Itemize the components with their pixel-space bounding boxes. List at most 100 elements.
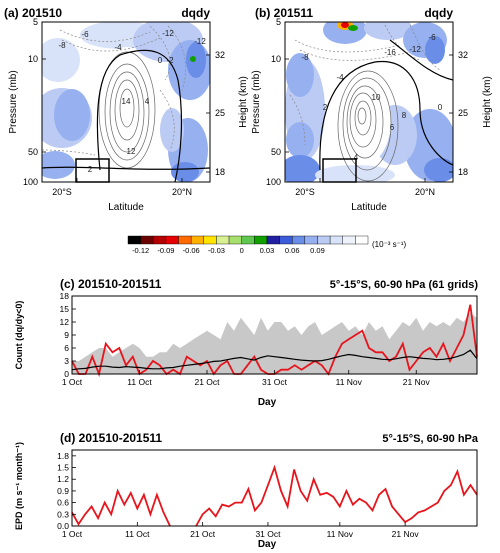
panel-a-xtick: 20°N [172,187,192,197]
panel-a-ticks [42,21,210,183]
panel-d-title: (d) 201510-201511 [60,431,162,445]
panel-b-title: (b) 201511 [255,6,313,20]
panel-c-plot: 0 3 6 9 12 15 18 1 Oct 11 Oct 21 Oct 31 Oct 11 Nov 2… [60,291,478,387]
panel-b-xtick: 20°N [415,187,435,197]
panel-b-variable: dqdy [424,6,453,20]
colorbar-swatch [254,235,268,245]
ytick-right-label: 25 [458,108,468,118]
ytick-label: 0 [64,369,69,379]
colorbar: -0.12 -0.09 -0.06 -0.03 0 0.03 0.06 0.09 [127,235,369,255]
colorbar-swatch [304,235,318,245]
panel-c-ylabel: Count (dq/dy<0) [14,301,24,370]
colorbar-tick-label: 0 [240,246,244,255]
ytick-label: 18 [60,291,70,301]
xtick-label: 11 Oct [127,377,152,387]
contour-label: 14 [122,97,131,106]
colorbar-tick-label: 0.06 [285,246,300,255]
ytick-label: 1.5 [57,463,69,473]
colorbar-swatch [165,235,179,245]
colorbar-swatch [241,235,255,245]
xtick-label: 31 Oct [255,529,281,539]
ytick-right-label: 18 [458,167,468,177]
contour-label: -2 [166,56,174,65]
contour-label: -4 [336,73,344,82]
panel-d: (d) 201510-201511 5°-15°S, 60-90 hPa 0.0… [14,431,479,550]
contour-label: 10 [372,93,381,102]
ytick-label: 12 [60,317,70,327]
contour-label: 2 [323,103,328,112]
colorbar-tick-label: 0.09 [310,246,325,255]
ytick-right-label: 32 [458,50,468,60]
contour-label: 0 [438,103,443,112]
xtick-label: 21 Oct [194,377,220,387]
colorbar-swatch [355,235,369,245]
panel-a-ylabel: Pressure (mb) [8,70,19,133]
contour-label: -6 [81,30,89,39]
panel-a-ylabel-right: Height (km) [238,76,249,128]
xtick-label: 21 Nov [403,377,431,387]
contour-label: 0 [158,56,163,65]
contour-label: 2 [88,165,93,174]
ytick-label: 10 [28,54,38,64]
panel-b-contour-labels: -16 -12 -6 -4 2 10 6 4 8 0 -8 [301,33,442,162]
ytick-label: 0.6 [57,498,69,508]
series-line [71,464,478,527]
ytick-label: 5 [33,17,38,27]
xtick-label: 11 Nov [336,377,363,387]
ytick-label: 10 [271,54,281,64]
series-area [72,313,477,374]
panel-c-title: (c) 201510-201511 [60,277,162,291]
contour-label: 4 [354,153,359,162]
xtick-label: 21 Nov [392,529,420,539]
panel-a-contours [42,25,210,182]
ytick-label: 1.2 [57,474,69,484]
colorbar-swatch [216,235,230,245]
xtick-label: 1 Oct [62,529,83,539]
colorbar-tick-label: -0.06 [183,246,200,255]
colorbar-swatch [203,235,217,245]
contour-label: 6 [390,123,395,132]
colorbar-swatch [342,235,356,245]
panel-b-xtick: 20°S [295,187,315,197]
panel-b-ylabel-right: Height (km) [482,76,493,128]
panel-c-region: 5°-15°S, 60-90 hPa (61 grids) [330,279,479,291]
colorbar-tick-label: -0.12 [132,246,149,255]
colorbar-swatch [329,235,343,245]
panel-a-variable: dqdy [181,6,210,20]
panel-a-xlabel: Latitude [108,202,144,213]
colorbar-swatch [228,235,242,245]
ytick-label: 3 [64,356,69,366]
xtick-label: 1 Oct [62,377,83,387]
ytick-label: 9 [64,330,69,340]
contour-label: 12 [127,147,136,156]
contour-label: 4 [145,97,150,106]
ytick-label: 0.3 [57,509,69,519]
panel-d-plot: 0.0 0.30.6 0.9 1.21.5 1.8 1 Oct 11 Oct 21 Oct 31… [57,449,478,539]
colorbar-swatch [266,235,280,245]
panel-d-ylabel: EPD (m s⁻¹ month⁻¹) [14,442,24,530]
colorbar-swatch [279,235,293,245]
colorbar-swatch [317,235,331,245]
ytick-label: 0.9 [57,486,69,496]
contour-label: -4 [114,43,122,52]
colorbar-unit: (10⁻³ s⁻¹) [372,240,407,249]
colorbar-swatch [127,235,141,245]
panel-b-yticks-right: 32 25 18 [458,50,468,177]
xtick-label: 21 Oct [190,529,216,539]
colorbar-swatch [178,235,192,245]
panel-b-ticks [285,21,453,183]
ytick-label: 15 [60,304,70,314]
panel-b-contours [289,24,453,182]
colorbar-tick-label: -0.09 [157,246,174,255]
contour-label: -12 [194,37,206,46]
ytick-right-label: 18 [215,167,225,177]
ytick-label: 0.0 [57,521,69,531]
colorbar-swatch [190,235,204,245]
xtick-label: 31 Oct [262,377,288,387]
contour-label: -12 [162,29,174,38]
contour-label: -6 [428,33,436,42]
colorbar-tick-label: -0.03 [208,246,225,255]
contour-label: -8 [58,41,66,50]
panel-a-yticks-right: 32 25 18 [215,50,225,177]
